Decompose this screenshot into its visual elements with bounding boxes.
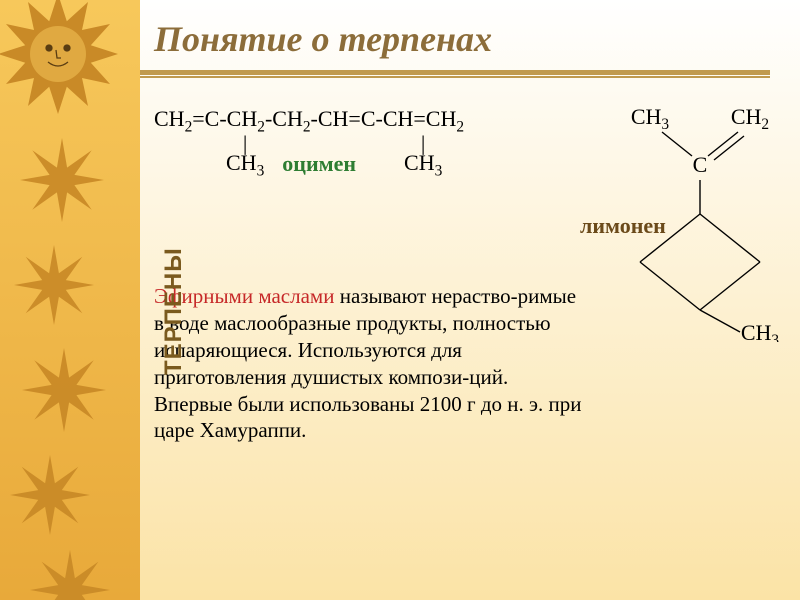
ocimen-structure: СН2=С-СН2-СН2-СН=С-СН=СН2 │ СН3 оцимен │… <box>154 106 464 179</box>
ocimen-substituent-2: │ СН3 <box>404 138 442 179</box>
ocimen-label: оцимен <box>282 151 356 179</box>
sidebar-decor <box>0 0 140 600</box>
slide: Понятие о терпенах СН2=С-СН2-СН2-СН=С-СН… <box>0 0 800 600</box>
ocimen-substituent-1: │ СН3 <box>226 138 264 179</box>
main-area: Понятие о терпенах СН2=С-СН2-СН2-СН=С-СН… <box>140 0 800 600</box>
sidebar <box>0 0 140 600</box>
svg-text:СН3: СН3 <box>741 320 780 342</box>
svg-text:С: С <box>693 152 708 177</box>
vertical-section-label: ТЕРПЕНЫ <box>160 247 188 375</box>
body-paragraph: Эфирными маслами называют нераство-римые… <box>154 283 584 444</box>
svg-text:СН3: СН3 <box>631 104 670 133</box>
limonene-label: лимонен <box>580 213 666 239</box>
title-divider <box>140 70 800 78</box>
ocimen-main-chain: СН2=С-СН2-СН2-СН=С-СН=СН2 <box>154 106 464 136</box>
slide-title: Понятие о терпенах <box>140 18 800 60</box>
svg-text:СН2: СН2 <box>731 104 769 133</box>
content-area: СН2=С-СН2-СН2-СН=С-СН=СН2 │ СН3 оцимен │… <box>140 78 800 600</box>
